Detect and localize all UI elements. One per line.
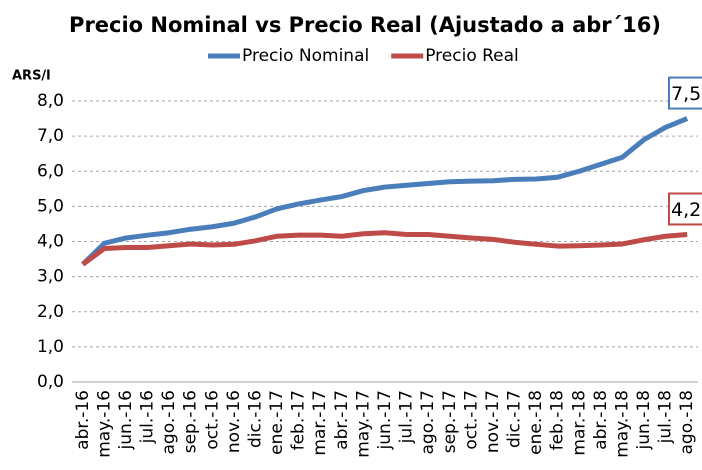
value-label: 4,2 [671, 199, 701, 221]
series-line [81, 230, 688, 267]
x-tick-label: oct.-16 [202, 390, 222, 450]
x-tick-label: oct.-17 [461, 390, 481, 450]
value-label-box [668, 76, 702, 110]
chart-title: Precio Nominal vs Precio Real (Ajustado … [69, 13, 661, 37]
x-tick-label: may.-16 [94, 390, 114, 458]
y-tick-label: 1,0 [37, 337, 64, 357]
series-line [81, 116, 689, 267]
x-tick-label: jul.-16 [138, 390, 158, 444]
x-tick-label: mar.-17 [310, 390, 330, 456]
x-tick-label: ene.-17 [267, 390, 287, 455]
x-tick-label: sep.-16 [181, 390, 201, 453]
y-tick-label: 6,0 [37, 161, 64, 181]
x-tick-label: jun.-18 [634, 390, 654, 450]
x-tick-label: dic.-17 [505, 390, 525, 448]
x-tick-label: feb.-18 [548, 390, 568, 450]
legend-label: Precio Real [425, 46, 519, 66]
x-tick-label: abr.-16 [73, 390, 93, 450]
x-tick-label: nov.-17 [483, 390, 503, 453]
y-tick-label: 3,0 [37, 267, 64, 287]
legend-label: Precio Nominal [242, 46, 369, 66]
x-tick-label: ago.-18 [677, 390, 697, 454]
x-tick-label: ago.-17 [418, 390, 438, 454]
y-tick-label: 0,0 [37, 372, 64, 392]
value-label: 7,5 [671, 83, 701, 105]
y-tick-label: 7,0 [37, 126, 64, 146]
x-tick-label: may.-17 [353, 390, 373, 458]
y-tick-label: 2,0 [37, 302, 64, 322]
x-tick-label: may.-18 [612, 390, 632, 458]
x-tick-label: jul.-18 [656, 390, 676, 444]
x-tick-label: dic.-16 [245, 390, 265, 448]
y-tick-label: 4,0 [37, 232, 64, 252]
x-tick-label: mar.-18 [569, 390, 589, 456]
y-axis-label: ARS/l [12, 69, 51, 84]
x-tick-label: ene.-18 [526, 390, 546, 455]
x-tick-label: jun.-17 [375, 390, 395, 450]
x-tick-label: abr.-18 [591, 390, 611, 450]
x-tick-label: feb.-17 [289, 390, 309, 450]
y-tick-label: 8,0 [37, 91, 64, 111]
x-tick-label: nov.-16 [224, 390, 244, 453]
x-tick-label: sep.-17 [440, 390, 460, 453]
x-tick-label: jul.-17 [397, 390, 417, 444]
value-label-box [668, 192, 702, 226]
y-tick-label: 5,0 [37, 196, 64, 216]
x-tick-label: jun.-16 [116, 390, 136, 450]
x-tick-label: ago.-16 [159, 390, 179, 454]
x-tick-label: abr.-17 [332, 390, 352, 450]
